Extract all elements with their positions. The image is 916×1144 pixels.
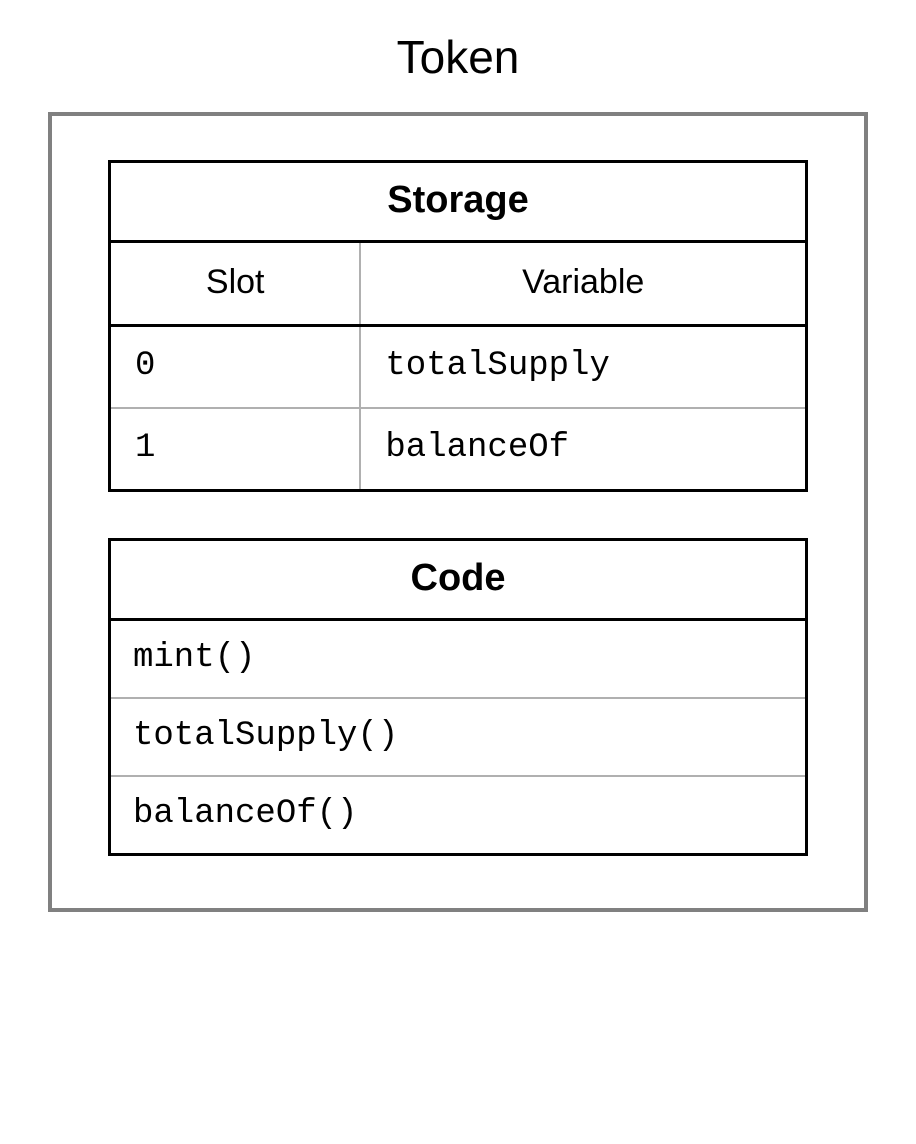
- storage-slot: 1: [110, 408, 361, 491]
- code-table: Code mint() totalSupply() balanceOf(): [108, 538, 808, 856]
- storage-variable: totalSupply: [360, 326, 806, 409]
- diagram-title: Token: [48, 30, 868, 84]
- storage-variable: balanceOf: [360, 408, 806, 491]
- code-item: totalSupply(): [110, 698, 807, 776]
- code-item: balanceOf(): [110, 776, 807, 855]
- storage-col-slot: Slot: [110, 242, 361, 326]
- storage-row: 1 balanceOf: [110, 408, 807, 491]
- code-row: mint(): [110, 620, 807, 699]
- code-item: mint(): [110, 620, 807, 699]
- code-row: totalSupply(): [110, 698, 807, 776]
- storage-header: Storage: [110, 162, 807, 242]
- storage-table: Storage Slot Variable 0 totalSupply 1 ba…: [108, 160, 808, 492]
- code-row: balanceOf(): [110, 776, 807, 855]
- storage-col-variable: Variable: [360, 242, 806, 326]
- diagram-container: Token Storage Slot Variable 0 totalSuppl…: [0, 0, 916, 952]
- storage-slot: 0: [110, 326, 361, 409]
- code-header: Code: [110, 540, 807, 620]
- spacer: [108, 492, 808, 538]
- token-box: Storage Slot Variable 0 totalSupply 1 ba…: [48, 112, 868, 912]
- storage-row: 0 totalSupply: [110, 326, 807, 409]
